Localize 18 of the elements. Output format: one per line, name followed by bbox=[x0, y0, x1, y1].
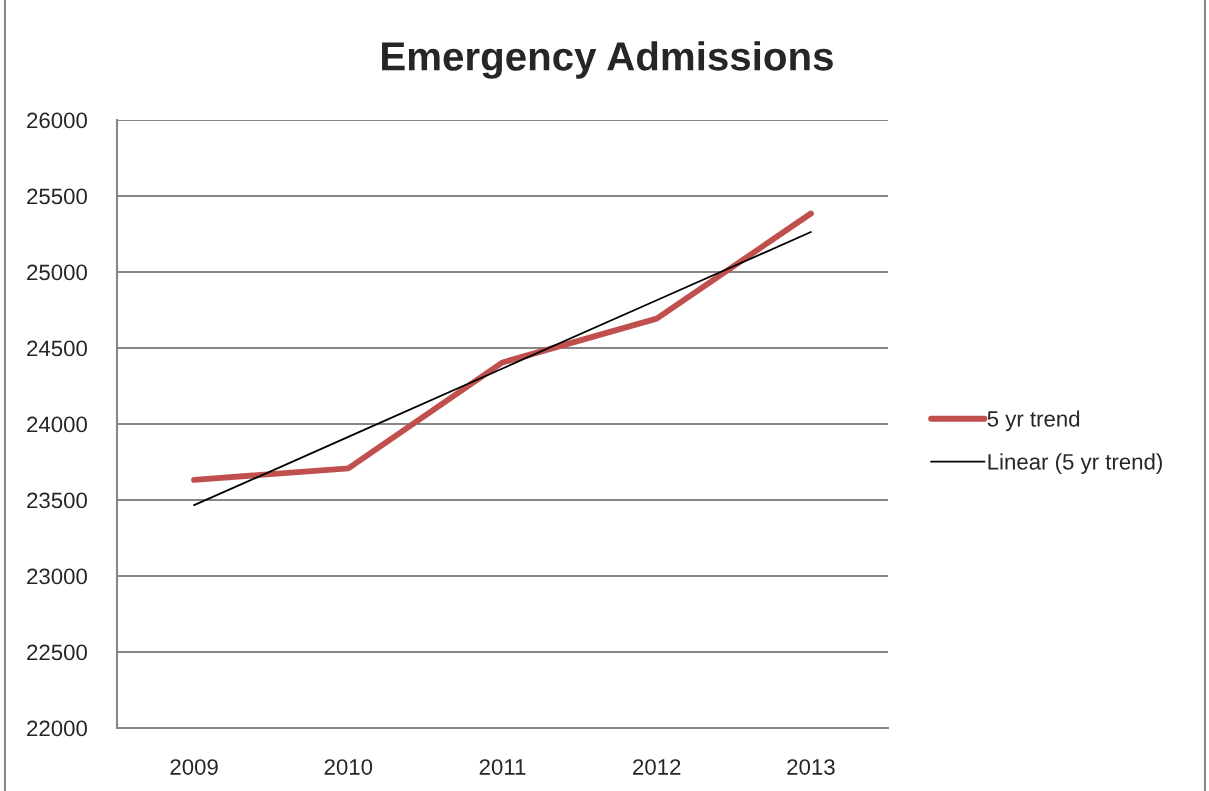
y-tick-label: 23500 bbox=[27, 492, 87, 509]
x-tick-label: 2010 bbox=[324, 759, 373, 775]
y-tick-label: 23000 bbox=[27, 568, 87, 585]
y-tick-label: 24000 bbox=[27, 416, 87, 433]
x-tick-label: 2013 bbox=[787, 759, 835, 775]
x-tick-label: 2009 bbox=[170, 759, 218, 775]
x-tick-label: 2011 bbox=[479, 759, 526, 775]
legend-label: Linear (5 yr trend) bbox=[988, 453, 1162, 475]
y-tick-label: 22000 bbox=[27, 720, 87, 737]
chart-title: Emergency Admissions bbox=[382, 41, 833, 79]
y-tick-label: 25000 bbox=[27, 264, 87, 281]
y-tick-label: 24500 bbox=[27, 340, 87, 357]
y-tick-label: 25500 bbox=[27, 188, 87, 205]
y-tick-label: 22500 bbox=[27, 644, 87, 661]
line-series bbox=[193, 231, 812, 507]
x-tick-label: 2012 bbox=[633, 759, 681, 775]
y-tick-label: 26000 bbox=[27, 112, 87, 129]
legend-label: 5 yr trend bbox=[987, 410, 1080, 432]
